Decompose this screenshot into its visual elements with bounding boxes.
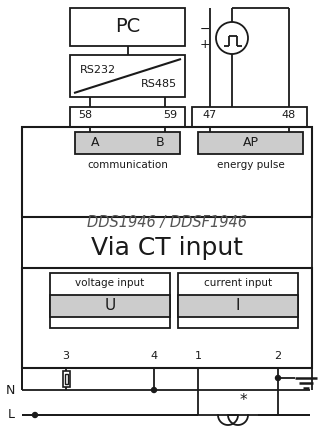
Text: 3: 3 (63, 351, 69, 361)
Text: RS232: RS232 (80, 65, 116, 75)
Text: *: * (239, 392, 247, 408)
Bar (178, 273, 298, 328)
Bar (70, 107, 185, 127)
Bar (22, 127, 312, 217)
Circle shape (216, 22, 248, 54)
Text: 47: 47 (203, 110, 217, 120)
Text: current input: current input (204, 278, 272, 288)
Bar (22, 268, 312, 368)
Bar (178, 295, 298, 317)
Text: 59: 59 (163, 110, 177, 120)
Bar (192, 107, 307, 127)
Bar (70, 55, 185, 97)
Text: PC: PC (115, 17, 140, 37)
Circle shape (151, 388, 156, 392)
Text: DDS1946 / DDSF1946: DDS1946 / DDSF1946 (87, 215, 247, 230)
Bar (70, 8, 185, 46)
Text: +: + (199, 38, 210, 51)
Text: Via CT input: Via CT input (91, 236, 243, 260)
Text: N: N (6, 384, 15, 396)
Text: 1: 1 (195, 351, 201, 361)
Text: 4: 4 (150, 351, 157, 361)
Bar (198, 132, 303, 154)
Bar (50, 295, 170, 317)
Text: RS485: RS485 (141, 79, 177, 89)
Text: 48: 48 (282, 110, 296, 120)
Text: B: B (156, 136, 164, 149)
Bar (50, 273, 170, 328)
Text: −: − (200, 22, 210, 36)
Text: AP: AP (243, 136, 259, 149)
Bar (65, 374, 67, 384)
Text: voltage input: voltage input (75, 278, 145, 288)
Text: communication: communication (87, 160, 168, 170)
Text: A: A (91, 136, 99, 149)
Text: 58: 58 (78, 110, 92, 120)
Bar (75, 132, 180, 154)
Text: L: L (8, 409, 15, 421)
Circle shape (275, 376, 280, 380)
Text: I: I (236, 298, 240, 314)
Text: energy pulse: energy pulse (217, 160, 284, 170)
Text: U: U (105, 298, 116, 314)
Bar (63, 371, 69, 387)
Text: 2: 2 (274, 351, 281, 361)
Circle shape (32, 413, 38, 417)
